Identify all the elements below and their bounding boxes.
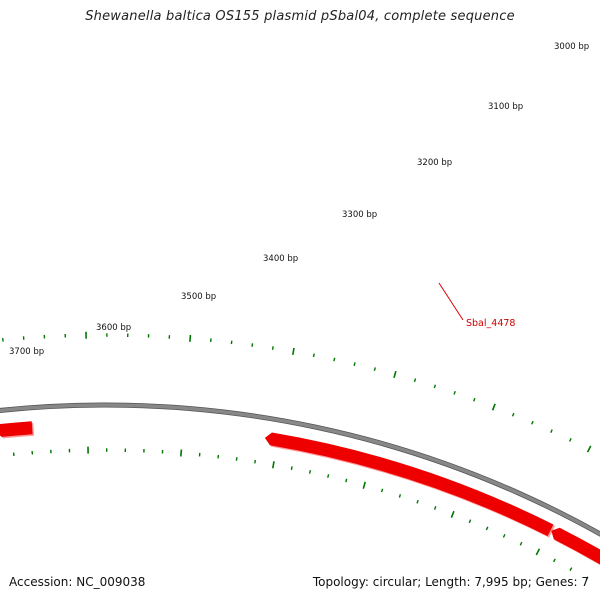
inner-ring-tick <box>362 481 366 489</box>
scale-labels: 3000 bp 3100 bp 3200 bp 3300 bp 3400 bp … <box>9 42 589 357</box>
tick-label-3500: 3500 bp <box>181 292 216 302</box>
tick-label-3700: 3700 bp <box>9 347 44 357</box>
gene-feature-right[interactable] <box>551 527 600 591</box>
plasmid-backbone <box>0 402 600 537</box>
inner-ring-tick <box>502 534 506 538</box>
inner-ring-tick <box>519 541 523 546</box>
outer-ring-tick <box>473 397 476 402</box>
outer-ring-tick <box>393 370 397 379</box>
inner-ring-tick <box>308 470 312 474</box>
outer-ring-tick <box>251 343 254 347</box>
outer-ring-tick <box>453 390 456 395</box>
inner-ring-tick <box>398 494 402 498</box>
backbone-shadow <box>0 402 600 537</box>
outer-ring-tick <box>413 378 417 383</box>
backbone-line <box>0 403 600 536</box>
tick-label-3400: 3400 bp <box>263 254 298 264</box>
topology-summary-text: Topology: circular; Length: 7,995 bp; Ge… <box>312 575 589 589</box>
map-title: Shewanella baltica OS155 plasmid pSbal04… <box>85 9 515 24</box>
inner-ring-tick <box>485 526 489 531</box>
inner-ring-tick <box>272 461 275 469</box>
outer-ring-tick <box>531 420 534 425</box>
outer-ring-tick <box>292 347 295 356</box>
outer-ring-tick <box>271 346 274 350</box>
inner-ring-tick <box>180 449 183 457</box>
gene-feature-left[interactable] <box>0 421 33 437</box>
accession-text: Accession: NC_009038 <box>9 575 146 589</box>
tick-label-3100: 3100 bp <box>488 102 523 112</box>
outer-ring-tick <box>550 429 553 433</box>
inner-ring-tick <box>585 576 589 581</box>
outer-ring-tick <box>373 367 376 371</box>
outer-tick-ring <box>2 331 592 453</box>
inner-ring-tick <box>380 488 384 493</box>
outer-ring-tick <box>433 384 437 389</box>
tick-label-3300: 3300 bp <box>342 210 377 220</box>
inner-ring-tick <box>552 558 556 563</box>
inner-ring-tick <box>535 548 541 556</box>
inner-ring-tick <box>254 459 256 464</box>
outer-ring-tick <box>491 403 496 411</box>
outer-ring-tick <box>586 445 592 453</box>
outer-ring-tick <box>333 357 336 362</box>
outer-ring-tick <box>511 412 515 417</box>
inner-ring-tick <box>569 567 573 572</box>
gene-label-sbal-4478[interactable]: Sbal_4478 <box>466 318 515 329</box>
gene-sbal-4478[interactable] <box>264 432 554 537</box>
outer-ring-tick <box>312 353 315 358</box>
inner-ring-tick <box>433 506 437 510</box>
inner-ring-tick <box>468 519 472 524</box>
tick-label-3000: 3000 bp <box>554 42 589 52</box>
inner-ring-tick <box>327 474 330 478</box>
tick-label-3600: 3600 bp <box>96 323 131 333</box>
gene-label-leader <box>438 282 464 321</box>
inner-ring-tick <box>345 478 348 483</box>
inner-ring-tick <box>450 510 455 518</box>
outer-ring-tick <box>353 362 356 366</box>
tick-label-3200: 3200 bp <box>417 158 452 168</box>
inner-ring-tick <box>290 466 293 471</box>
inner-ring-tick <box>235 457 238 461</box>
inner-ring-tick <box>416 499 419 504</box>
gene-sbal-4478-shadow <box>266 434 555 538</box>
outer-ring-tick <box>189 334 192 342</box>
inner-tick-ring <box>12 446 589 581</box>
outer-ring-tick <box>568 438 572 442</box>
gene-features <box>0 421 600 591</box>
